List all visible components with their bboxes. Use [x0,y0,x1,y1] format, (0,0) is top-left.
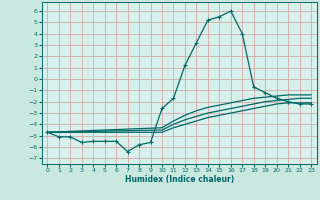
X-axis label: Humidex (Indice chaleur): Humidex (Indice chaleur) [124,175,234,184]
